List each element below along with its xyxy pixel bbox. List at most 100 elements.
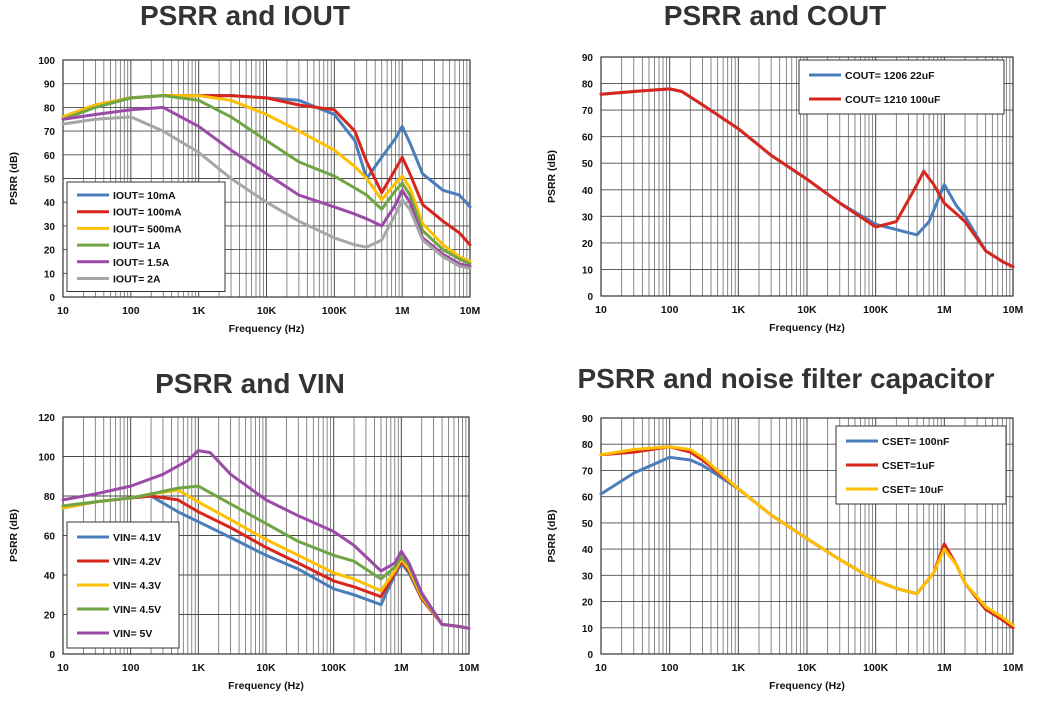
series-line	[61, 449, 471, 630]
x-tick-label: 10K	[256, 662, 276, 674]
x-tick-label: 10	[595, 304, 607, 316]
y-tick-label: 40	[44, 198, 56, 209]
series-line	[61, 94, 472, 266]
legend-box	[835, 425, 1007, 505]
y-tick-label: 10	[582, 265, 594, 276]
chart-title: PSRR and noise filter capacitor	[577, 363, 995, 394]
x-tick-label: 10M	[1003, 662, 1024, 674]
x-tick-label: 10K	[797, 662, 817, 674]
legend-label: VIN= 4.3V	[113, 580, 161, 592]
chart-title: PSRR and IOUT	[139, 0, 350, 31]
x-tick-label: 10M	[460, 305, 481, 317]
x-tick-label: 10M	[1003, 304, 1024, 316]
y-tick-label: 40	[582, 545, 594, 556]
legend-label: CSET=1uF	[882, 460, 935, 472]
y-tick-label: 0	[49, 293, 55, 304]
y-tick-label: 80	[582, 440, 594, 451]
x-tick-label: 100	[661, 662, 679, 674]
legend-label: IOUT= 1.5A	[113, 257, 170, 269]
legend-label: VIN= 4.5V	[113, 604, 161, 616]
x-tick-label: 100K	[321, 662, 347, 674]
plot-frame	[62, 59, 471, 298]
y-axis-label: PSRR (dB)	[546, 509, 558, 562]
y-tick-label: 50	[44, 175, 56, 186]
y-tick-label: 70	[44, 127, 56, 138]
x-tick-label: 10K	[797, 304, 817, 316]
x-axis-label: Frequency (Hz)	[229, 323, 305, 335]
x-tick-label: 100K	[863, 304, 889, 316]
x-tick-label: 100K	[863, 662, 889, 674]
x-axis-label: Frequency (Hz)	[769, 322, 845, 334]
y-tick-label: 50	[582, 519, 594, 530]
y-tick-label: 100	[38, 56, 55, 67]
y-tick-label: 0	[49, 650, 55, 661]
x-tick-label: 1M	[937, 304, 952, 316]
y-tick-label: 30	[44, 222, 56, 233]
y-tick-label: 90	[582, 53, 594, 64]
y-axis-label: PSRR (dB)	[8, 509, 20, 562]
x-tick-label: 1M	[394, 662, 409, 674]
x-tick-label: 10M	[459, 662, 480, 674]
y-tick-label: 90	[44, 80, 56, 91]
y-tick-label: 100	[38, 453, 55, 464]
plot-frame	[62, 416, 470, 655]
y-tick-label: 70	[582, 106, 594, 117]
y-axis-label: PSRR (dB)	[546, 150, 558, 203]
plot-frame	[600, 56, 1014, 297]
y-axis-label: PSRR (dB)	[8, 152, 20, 205]
x-tick-label: 100	[661, 304, 679, 316]
legend-label: COUT= 1210 100uF	[845, 94, 941, 106]
x-tick-label: 100K	[322, 305, 348, 317]
y-tick-label: 10	[44, 269, 56, 280]
y-tick-label: 40	[582, 186, 594, 197]
y-tick-label: 10	[582, 624, 594, 635]
legend-label: IOUT= 10mA	[113, 190, 176, 202]
legend-label: VIN= 5V	[113, 628, 152, 640]
y-tick-label: 60	[582, 133, 594, 144]
y-tick-label: 0	[587, 292, 593, 303]
series-line	[599, 87, 1015, 269]
x-tick-label: 10	[57, 662, 69, 674]
y-tick-label: 30	[582, 571, 594, 582]
legend-label: CSET= 10uF	[882, 484, 944, 496]
x-axis-label: Frequency (Hz)	[228, 680, 304, 692]
y-tick-label: 20	[44, 246, 56, 257]
legend-label: IOUT= 2A	[113, 274, 161, 286]
chart-title: PSRR and COUT	[663, 0, 887, 31]
x-tick-label: 1M	[937, 662, 952, 674]
chart-title: PSRR and VIN	[155, 368, 345, 399]
legend-box	[66, 181, 226, 292]
y-tick-label: 80	[44, 492, 56, 503]
y-tick-label: 60	[44, 532, 56, 543]
series-line	[61, 115, 472, 271]
y-tick-label: 0	[587, 650, 593, 661]
y-tick-label: 60	[582, 493, 594, 504]
plot-frame	[600, 417, 1014, 655]
x-tick-label: 10K	[257, 305, 277, 317]
legend-label: CSET= 100nF	[882, 436, 950, 448]
legend-label: IOUT= 100mA	[113, 207, 182, 219]
y-tick-label: 50	[582, 159, 594, 170]
y-tick-label: 20	[582, 239, 594, 250]
legend-label: VIN= 4.2V	[113, 556, 161, 568]
y-tick-label: 120	[38, 413, 55, 424]
y-tick-label: 30	[582, 212, 594, 223]
x-tick-label: 1K	[732, 304, 746, 316]
y-tick-label: 90	[582, 414, 594, 425]
legend-label: COUT= 1206 22uF	[845, 70, 935, 82]
x-tick-label: 1K	[192, 305, 206, 317]
y-tick-label: 60	[44, 151, 56, 162]
y-tick-label: 70	[582, 466, 594, 477]
x-tick-label: 10	[595, 662, 607, 674]
x-tick-label: 100	[122, 662, 140, 674]
legend-box	[798, 59, 1005, 115]
legend-label: IOUT= 1A	[113, 240, 161, 252]
legend-label: VIN= 4.1V	[113, 532, 161, 544]
y-tick-label: 40	[44, 571, 56, 582]
x-tick-label: 1K	[192, 662, 206, 674]
y-tick-label: 80	[582, 80, 594, 91]
x-tick-label: 1M	[395, 305, 410, 317]
